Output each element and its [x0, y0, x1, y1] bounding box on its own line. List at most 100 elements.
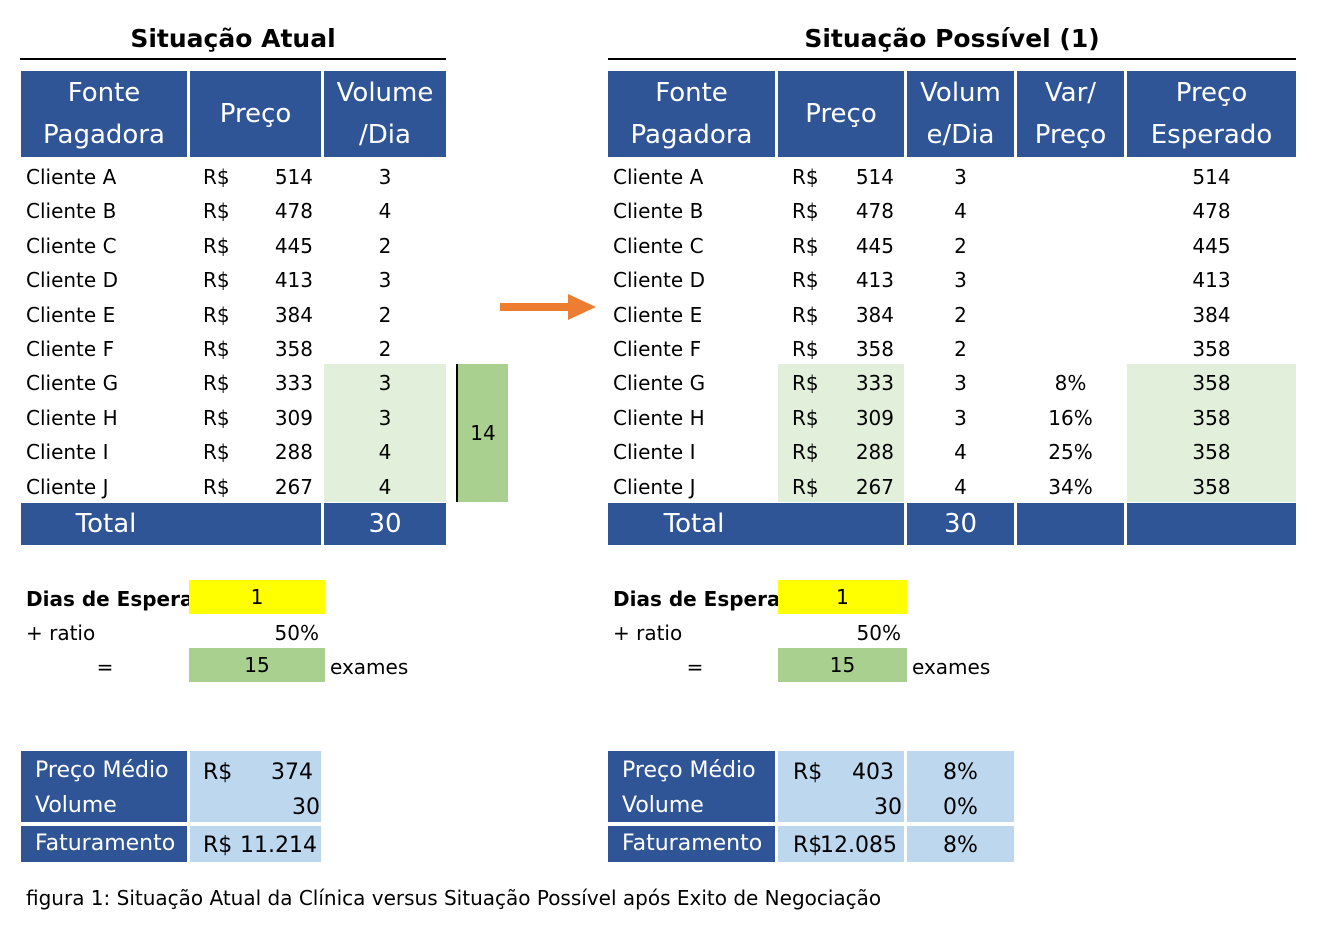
right-header-var-l2: Preço	[1034, 120, 1107, 150]
left-faturamento-value: 11.214	[240, 833, 317, 858]
left-row-currency: R$	[203, 302, 230, 327]
left-faturamento-label: Faturamento	[35, 831, 176, 856]
right-row-var	[1017, 160, 1124, 194]
right-kpi-pct-block	[907, 751, 1014, 822]
left-row-volume: 3	[378, 268, 392, 293]
right-row-name: Cliente C	[613, 233, 704, 258]
right-row-esperado: 445	[1192, 233, 1231, 258]
right-header-volume-l1: Volum	[920, 78, 1001, 108]
left-eq-label: =	[96, 655, 114, 679]
left-row-volume: 2	[378, 233, 392, 258]
right-total-label-text: Total	[663, 509, 725, 539]
right-row-volume: 2	[954, 302, 967, 327]
left-row-currency: R$	[203, 199, 230, 224]
right-row-esperado: 358	[1192, 337, 1231, 361]
right-highlight-preco	[778, 364, 904, 502]
right-header-fonte-l2: Pagadora	[630, 120, 753, 150]
left-ratio-label: + ratio	[26, 621, 96, 645]
right-faturamento-pct: 8%	[943, 833, 978, 858]
right-volume-label: Volume	[622, 793, 704, 818]
right-header-preco-text: Preço	[805, 99, 877, 129]
right-ratio-value: 50%	[856, 621, 901, 645]
right-row-name: Cliente H	[613, 405, 705, 430]
left-row-price: 267	[274, 474, 313, 499]
left-row-name: Cliente A	[26, 165, 117, 189]
right-row-price: 358	[855, 337, 894, 361]
right-row-var: 34%	[1048, 474, 1093, 499]
right-row-price: 288	[855, 440, 894, 465]
left-row-price: 288	[274, 440, 313, 465]
right-row-esperado: 413	[1192, 268, 1231, 293]
right-row-volume: 4	[954, 474, 967, 499]
left-row-currency: R$	[203, 440, 230, 465]
left-row-name: Cliente B	[26, 199, 117, 224]
left-row-currency: R$	[203, 371, 230, 396]
right-header-var: Var/Preço	[1017, 71, 1124, 157]
left-preco-medio-cur: R$	[203, 760, 233, 785]
right-row-price: 309	[855, 405, 894, 430]
left-header-fonte: Fonte Pagadora	[21, 71, 187, 157]
right-eq-label: =	[686, 655, 704, 679]
right-row-price: 333	[855, 371, 894, 396]
left-highlight-volume	[324, 364, 446, 502]
right-row-var	[1017, 298, 1124, 332]
right-row-esperado: 514	[1192, 165, 1231, 189]
right-row-currency: R$	[792, 440, 819, 465]
right-header-esperado-l2: Esperado	[1150, 120, 1273, 150]
right-row-price: 478	[855, 199, 894, 224]
left-total-value-text: 30	[368, 509, 402, 539]
right-row-currency: R$	[792, 405, 819, 430]
left-row-volume: 3	[378, 371, 392, 396]
right-row-name: Cliente J	[613, 474, 696, 499]
right-row-esperado: 358	[1192, 440, 1231, 465]
right-faturamento-label: Faturamento	[622, 831, 763, 856]
left-row-name: Cliente E	[26, 302, 116, 327]
left-row-price: 309	[274, 405, 313, 430]
left-total-label-text: Total	[75, 509, 137, 539]
left-group-sum-box	[457, 364, 508, 502]
left-row-volume: 3	[378, 165, 392, 189]
left-row-name: Cliente I	[26, 440, 109, 465]
right-preco-medio-value: 403	[852, 760, 894, 785]
right-highlight-esperado	[1127, 364, 1296, 502]
left-row-volume: 3	[378, 405, 392, 430]
right-row-esperado: 384	[1192, 302, 1231, 327]
right-row-name: Cliente B	[613, 199, 704, 224]
arrow-right-icon	[500, 294, 596, 320]
left-volume-value: 30	[292, 795, 320, 820]
left-header-fonte-l2: Pagadora	[43, 120, 165, 150]
right-title: Situação Possível (1)	[804, 24, 1100, 53]
left-row-volume: 2	[378, 337, 392, 361]
right-row-currency: R$	[792, 199, 819, 224]
right-row-price: 514	[855, 165, 894, 189]
left-header-volume-l1: Volume	[336, 78, 434, 108]
right-total-label: Total	[608, 503, 904, 545]
left-row-price: 478	[274, 199, 313, 224]
left-row-currency: R$	[203, 474, 230, 499]
left-row-price: 384	[274, 302, 313, 327]
right-row-volume: 2	[954, 337, 967, 361]
left-row-name: Cliente H	[26, 405, 118, 430]
right-volume-pct: 0%	[943, 795, 978, 820]
right-row-volume: 3	[954, 268, 967, 293]
left-faturamento-value-block	[190, 826, 321, 862]
right-eq-unit: exames	[912, 655, 991, 679]
right-preco-medio-pct: 8%	[943, 760, 978, 785]
right-dias-value: 1	[778, 580, 907, 614]
right-row-price: 267	[855, 474, 894, 499]
right-row-name: Cliente F	[613, 337, 702, 361]
left-row-volume: 2	[378, 302, 392, 327]
right-row-price: 384	[855, 302, 894, 327]
left-row-price: 413	[274, 268, 313, 293]
right-row-var	[1017, 194, 1124, 228]
left-total-label: Total	[21, 503, 321, 545]
right-row-price: 413	[855, 268, 894, 293]
right-ratio-label: + ratio	[613, 621, 683, 645]
right-row-name: Cliente G	[613, 371, 706, 396]
left-total-value: 30	[324, 503, 446, 545]
right-row-var	[1017, 229, 1124, 263]
right-row-volume: 3	[954, 371, 967, 396]
left-header-preco-text: Preço	[219, 99, 292, 129]
left-preco-medio-label: Preço Médio	[35, 758, 169, 783]
right-row-volume: 4	[954, 199, 967, 224]
